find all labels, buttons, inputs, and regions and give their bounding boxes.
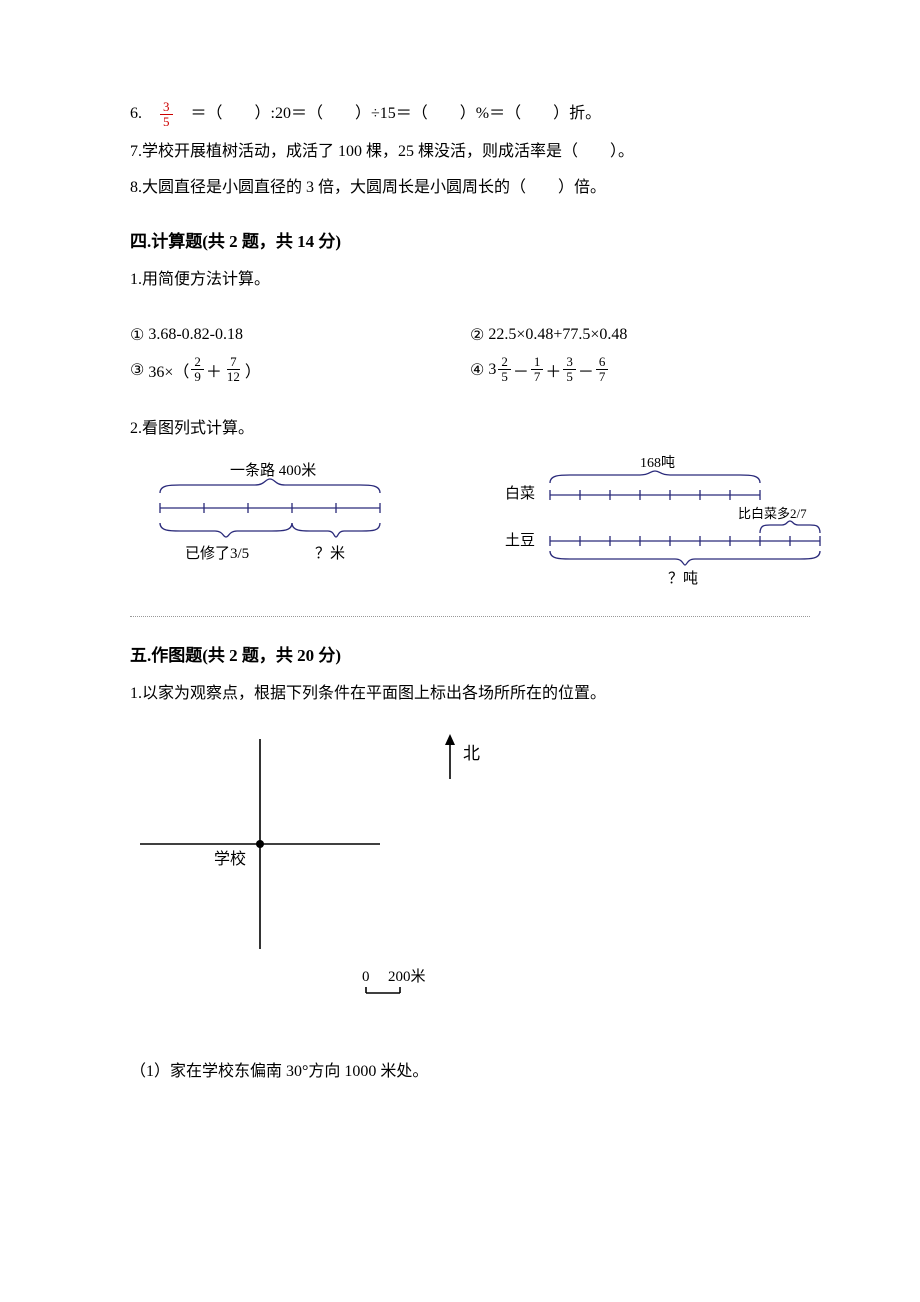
- fig1-label1: 已修了3/5: [185, 545, 249, 562]
- calc-block: ① 3.68-0.82-0.18 ② 22.5×0.48+77.5×0.48 ③…: [130, 325, 810, 385]
- calc-3: ③ 36×（ 2 9 ＋ 7 12 ）: [130, 355, 470, 385]
- calc-2-text: 22.5×0.48+77.5×0.48: [488, 326, 627, 344]
- calc-4-pre: 3: [488, 361, 496, 379]
- section-5-title: 五.作图题(共 2 题，共 20 分): [130, 641, 810, 666]
- question-7: 7.学校开展植树活动，成活了 100 棵，25 棵没活，则成活率是（ ）。: [130, 138, 810, 167]
- fig2-qlabel: ？吨: [668, 570, 698, 587]
- origin-dot: [256, 840, 264, 848]
- figure-veg: 168吨 白菜 比白菜多2/7 土豆: [470, 453, 810, 598]
- scale-block: 0 200米: [360, 967, 810, 1008]
- sec5-p1: 1.以家为观察点，根据下列条件在平面图上标出各场所所在的位置。: [130, 680, 810, 709]
- fig2-veg1: 白菜: [505, 485, 535, 502]
- q6-frac-den: 5: [160, 115, 173, 129]
- calc-4-s3: －: [578, 358, 594, 382]
- question-8: 8.大圆直径是小圆直径的 3 倍，大圆周长是小圆周长的（ ）倍。: [130, 174, 810, 203]
- calc-3-frac2: 7 12: [224, 355, 243, 385]
- north-label: 北: [463, 744, 480, 763]
- calc-4-frac4: 6 7: [596, 355, 609, 385]
- dotted-divider: [130, 616, 810, 617]
- sec5-sub1: （1）家在学校东偏南 30°方向 1000 米处。: [130, 1058, 810, 1087]
- calc-4-s1: －: [513, 358, 529, 382]
- q6-fraction: 3 5: [160, 100, 173, 130]
- figure-road: 一条路 400米 已修了3/5 ？米: [130, 453, 470, 598]
- school-label: 学校: [214, 850, 246, 868]
- calc-1-text: 3.68-0.82-0.18: [148, 326, 243, 344]
- q6-tail: ＝（ ）:20＝（ ）÷15＝（ ）%＝（ ）折。: [175, 100, 602, 129]
- question-6: 6. 3 5 ＝（ ）:20＝（ ）÷15＝（ ）%＝（ ）折。: [130, 100, 810, 130]
- circ-3: ③: [130, 360, 144, 380]
- scale-200: 200米: [388, 968, 426, 985]
- section-4-title: 四.计算题(共 2 题，共 14 分): [130, 227, 810, 252]
- spacer: [130, 1008, 810, 1058]
- fig1-title: 一条路 400米: [230, 462, 316, 479]
- fig2-veg2: 土豆: [505, 532, 535, 549]
- fig2-bot-brace: [550, 551, 820, 565]
- fig2-top-brace: [550, 471, 760, 483]
- calc-2: ② 22.5×0.48+77.5×0.48: [470, 325, 810, 345]
- scale-svg: 0 200米: [360, 967, 480, 1003]
- calc-4-s2: ＋: [545, 358, 561, 382]
- calc-row-1: ① 3.68-0.82-0.18 ② 22.5×0.48+77.5×0.48: [130, 325, 810, 345]
- sec4-p2: 2.看图列式计算。: [130, 415, 810, 444]
- fig2-extra-brace: [760, 521, 820, 533]
- figure-veg-svg: 168吨 白菜 比白菜多2/7 土豆: [470, 453, 830, 593]
- calc-1: ① 3.68-0.82-0.18: [130, 325, 470, 345]
- circ-1: ①: [130, 325, 144, 345]
- north-arrow-icon: [445, 734, 455, 745]
- sec4-p1: 1.用简便方法计算。: [130, 266, 810, 295]
- calc-4-frac1: 2 5: [498, 355, 511, 385]
- calc-3-pre: 36×（: [148, 358, 189, 382]
- fig1-label2: ？米: [315, 545, 345, 562]
- fig2-note: 比白菜多2/7: [738, 506, 807, 521]
- circ-2: ②: [470, 325, 484, 345]
- brace-right: [292, 523, 380, 537]
- q6-frac-num: 3: [160, 100, 173, 115]
- compass-svg: 北: [430, 729, 510, 789]
- calc-4-frac2: 1 7: [531, 355, 544, 385]
- calc-3-post: ）: [245, 358, 261, 382]
- calc-4-frac3: 3 5: [563, 355, 576, 385]
- calc-row-2: ③ 36×（ 2 9 ＋ 7 12 ） ④ 3 2 5 － 1 7: [130, 355, 810, 385]
- fig2-top: 168吨: [640, 455, 675, 471]
- q6-prefix: 6.: [130, 100, 158, 129]
- axes-svg: 学校: [130, 729, 390, 959]
- circ-4: ④: [470, 360, 484, 380]
- drawing-area: 学校 北: [130, 729, 810, 959]
- calc-3-plus: ＋: [206, 358, 222, 382]
- calc-4: ④ 3 2 5 － 1 7 ＋ 3 5 － 6 7: [470, 355, 810, 385]
- figures-row: 一条路 400米 已修了3/5 ？米 168吨 白菜: [130, 453, 810, 598]
- figure-road-svg: 一条路 400米 已修了3/5 ？米: [130, 453, 410, 583]
- top-brace: [160, 479, 380, 493]
- brace-left: [160, 523, 292, 537]
- calc-3-frac1: 2 9: [191, 355, 204, 385]
- scale-0: 0: [362, 969, 370, 985]
